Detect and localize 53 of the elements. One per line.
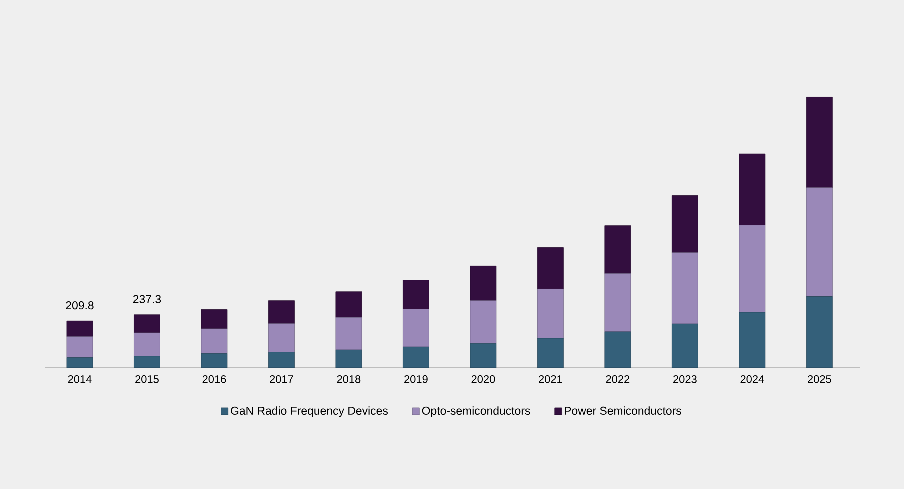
bar bbox=[806, 188, 833, 297]
bar bbox=[739, 154, 766, 226]
bar bbox=[739, 312, 766, 368]
bar bbox=[604, 332, 632, 368]
legend-label: Opto-semiconductors bbox=[422, 406, 530, 418]
bar bbox=[336, 292, 362, 318]
bar bbox=[537, 288, 564, 339]
x-tick-label: 2014 bbox=[68, 376, 92, 384]
x-tick-label: 2021 bbox=[539, 376, 562, 384]
bar bbox=[403, 346, 430, 368]
bar bbox=[403, 280, 430, 310]
annotation: 237.3 bbox=[133, 295, 162, 304]
bar bbox=[806, 97, 833, 188]
legend-label: GaN Radio Frequency Devices bbox=[231, 406, 388, 418]
bar bbox=[672, 252, 698, 324]
bar bbox=[470, 343, 497, 368]
bar bbox=[268, 300, 295, 324]
annotation: 209.8 bbox=[66, 302, 94, 310]
x-tick-label: 2020 bbox=[472, 376, 496, 384]
bar bbox=[739, 225, 766, 313]
bar bbox=[537, 248, 564, 290]
x-tick-label: 2018 bbox=[337, 376, 361, 384]
bar bbox=[336, 317, 362, 350]
bar bbox=[470, 300, 497, 344]
x-tick-label: 2024 bbox=[740, 376, 764, 384]
bar bbox=[403, 309, 430, 348]
bar bbox=[604, 226, 632, 274]
bar bbox=[604, 274, 632, 332]
bar bbox=[336, 350, 362, 368]
bar bbox=[537, 338, 564, 368]
bar bbox=[470, 266, 497, 302]
bar bbox=[201, 310, 228, 330]
x-tick-label: 2022 bbox=[606, 376, 630, 384]
x-tick-label: 2017 bbox=[270, 376, 294, 384]
bar bbox=[66, 357, 94, 368]
x-tick-label: 2015 bbox=[136, 376, 159, 384]
bar bbox=[134, 314, 160, 334]
bar bbox=[201, 328, 228, 354]
bar bbox=[134, 356, 160, 368]
x-tick-label: 2016 bbox=[202, 376, 226, 384]
bar bbox=[268, 324, 295, 352]
bar bbox=[672, 324, 698, 368]
bar bbox=[66, 336, 94, 358]
bar bbox=[66, 320, 94, 338]
bar bbox=[268, 352, 295, 368]
bar bbox=[134, 332, 160, 357]
legend-label: Power Semiconductors bbox=[565, 406, 682, 416]
bar bbox=[201, 353, 228, 368]
x-tick-label: 2023 bbox=[674, 376, 697, 384]
bar bbox=[806, 296, 833, 368]
x-tick-label: 2025 bbox=[808, 376, 832, 384]
bar bbox=[672, 196, 698, 254]
x-tick-label: 2019 bbox=[404, 376, 428, 384]
